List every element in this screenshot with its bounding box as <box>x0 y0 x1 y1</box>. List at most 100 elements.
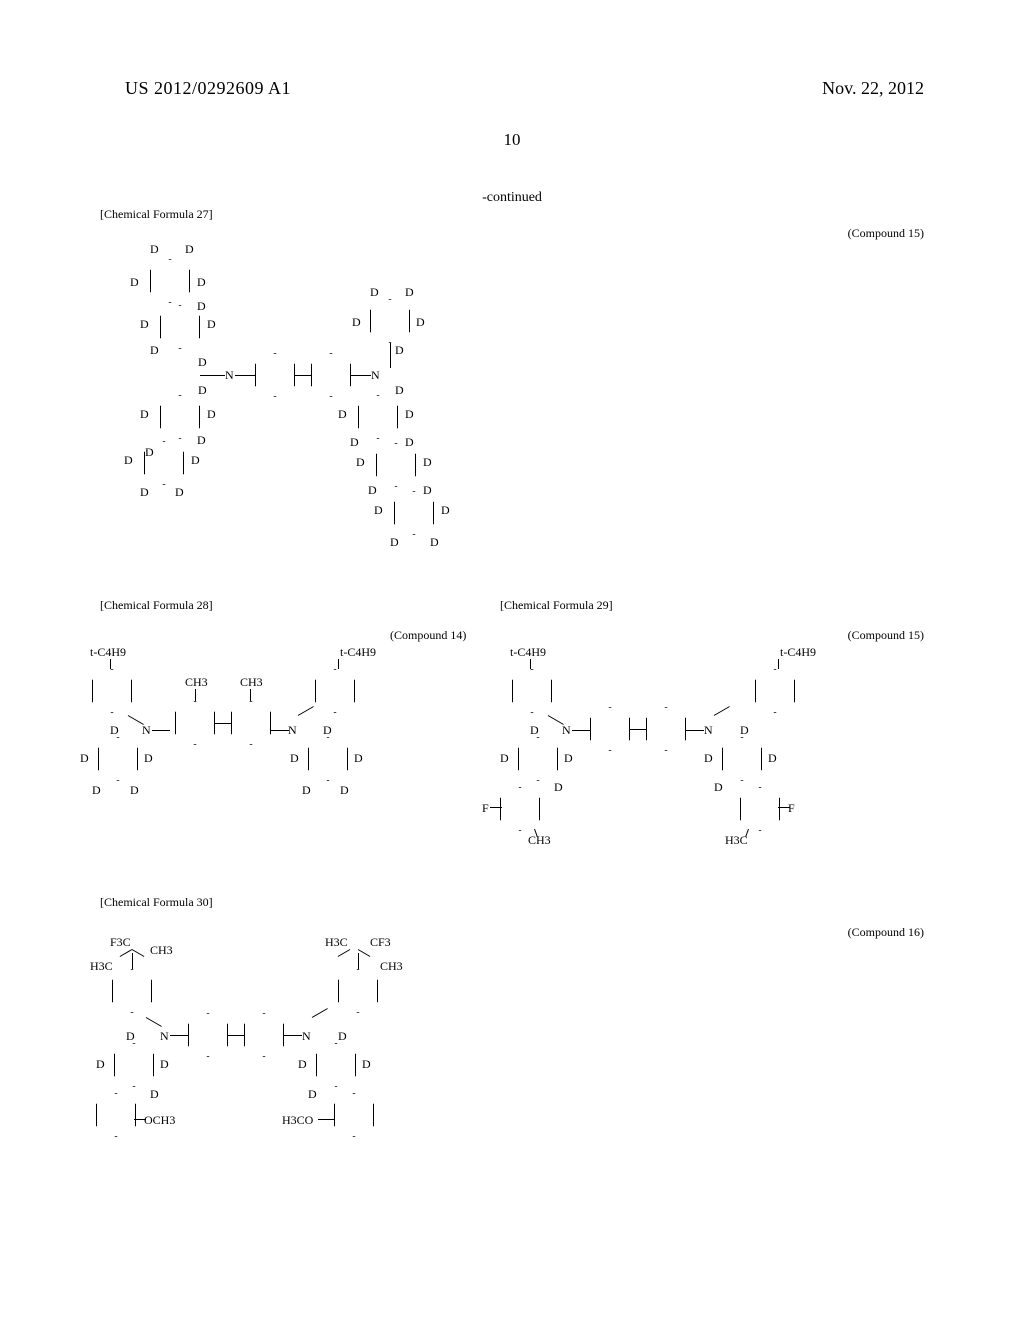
atom-d: D <box>191 453 200 468</box>
atom-d: D <box>140 407 149 422</box>
bond-icon <box>298 706 314 716</box>
ring-icon <box>144 441 184 485</box>
bond-icon <box>295 375 311 376</box>
atom-d: D <box>302 783 311 798</box>
atom-ch3: CH3 <box>380 959 403 974</box>
ring-icon <box>188 1013 228 1057</box>
atom-d: D <box>441 503 450 518</box>
bond-icon <box>271 730 289 731</box>
bond-icon <box>200 375 225 376</box>
atom-n: N <box>371 368 380 383</box>
bond-icon <box>235 375 255 376</box>
atom-ch3: CH3 <box>528 833 551 848</box>
atom-cf3: CF3 <box>370 935 391 950</box>
chemical-structure-compound-15-top: D D D D D D D D D N N D D D D D D D D D <box>90 235 590 635</box>
atom-d: D <box>80 751 89 766</box>
atom-d: D <box>405 285 414 300</box>
atom-tbutyl: t-C4H9 <box>340 645 376 660</box>
ring-icon <box>500 787 540 831</box>
atom-d: D <box>368 483 377 498</box>
bond-icon <box>358 953 359 969</box>
atom-n: N <box>142 723 151 738</box>
bond-icon <box>358 949 371 957</box>
ring-icon <box>338 969 378 1013</box>
bond-icon <box>195 689 196 701</box>
atom-ch3: CH3 <box>150 943 173 958</box>
ring-icon <box>358 395 398 439</box>
atom-h3c: H3C <box>325 935 348 950</box>
ring-icon <box>311 353 351 397</box>
bond-icon <box>132 949 145 957</box>
atom-d: D <box>207 317 216 332</box>
ring-icon <box>315 669 355 713</box>
atom-d: D <box>298 1057 307 1072</box>
chemical-structure-compound-15-right: t-C4H9 N N t-C4H9 D D D D F CH3 D D <box>490 645 930 895</box>
atom-och3: OCH3 <box>144 1113 175 1128</box>
bond-icon <box>338 949 351 957</box>
chemical-formula-30-label: [Chemical Formula 30] <box>100 895 213 910</box>
atom-d: D <box>124 453 133 468</box>
bond-icon <box>318 1119 334 1120</box>
bond-icon <box>132 953 133 969</box>
compound-15-label-right: (Compound 15) <box>848 628 924 643</box>
bond-icon <box>312 1008 328 1018</box>
bond-icon <box>146 1017 162 1027</box>
bond-icon <box>351 375 371 376</box>
atom-d: D <box>323 723 332 738</box>
atom-d: D <box>130 275 139 290</box>
compound-15-label-top: (Compound 15) <box>848 226 924 241</box>
atom-n: N <box>160 1029 169 1044</box>
atom-d: D <box>144 751 153 766</box>
atom-d: D <box>197 275 206 290</box>
atom-tbutyl: t-C4H9 <box>510 645 546 660</box>
ring-icon <box>316 1043 356 1087</box>
atom-d: D <box>338 1029 347 1044</box>
atom-d: D <box>308 1087 317 1102</box>
bond-icon <box>714 706 730 716</box>
ring-icon <box>646 707 686 751</box>
bond-icon <box>778 807 790 808</box>
atom-d: D <box>207 407 216 422</box>
ring-icon <box>740 787 780 831</box>
atom-d: D <box>416 315 425 330</box>
atom-d: D <box>374 503 383 518</box>
ring-icon <box>722 737 762 781</box>
atom-d: D <box>290 751 299 766</box>
atom-f: F <box>482 801 489 816</box>
bond-icon <box>338 659 339 669</box>
atom-d: D <box>126 1029 135 1044</box>
atom-d: D <box>768 751 777 766</box>
bond-icon <box>170 1035 188 1036</box>
atom-d: D <box>395 343 404 358</box>
atom-d: D <box>740 723 749 738</box>
bond-icon <box>630 729 646 730</box>
bond-icon <box>284 1035 302 1036</box>
atom-n: N <box>704 723 713 738</box>
atom-d: D <box>150 343 159 358</box>
atom-d: D <box>140 317 149 332</box>
bond-icon <box>215 723 231 724</box>
ring-icon <box>160 395 200 439</box>
ring-icon <box>92 669 132 713</box>
header-date: Nov. 22, 2012 <box>822 78 924 99</box>
page-number: 10 <box>0 130 1024 150</box>
atom-d: D <box>430 535 439 550</box>
bond-icon <box>134 1119 146 1120</box>
bond-icon <box>530 659 531 669</box>
atom-d: D <box>140 485 149 500</box>
atom-d: D <box>362 1057 371 1072</box>
header-publication-number: US 2012/0292609 A1 <box>125 78 291 99</box>
atom-ch3: CH3 <box>240 675 263 690</box>
ring-icon <box>394 491 434 535</box>
ring-icon <box>150 259 190 303</box>
compound-14-label: (Compound 14) <box>390 628 466 643</box>
atom-d: D <box>110 723 119 738</box>
bond-icon <box>548 715 564 725</box>
bond-icon <box>490 807 502 808</box>
atom-d: D <box>185 242 194 257</box>
compound-16-label: (Compound 16) <box>848 925 924 940</box>
atom-d: D <box>96 1057 105 1072</box>
ring-icon <box>755 669 795 713</box>
ring-icon <box>114 1043 154 1087</box>
chemical-formula-29-label: [Chemical Formula 29] <box>500 598 613 613</box>
